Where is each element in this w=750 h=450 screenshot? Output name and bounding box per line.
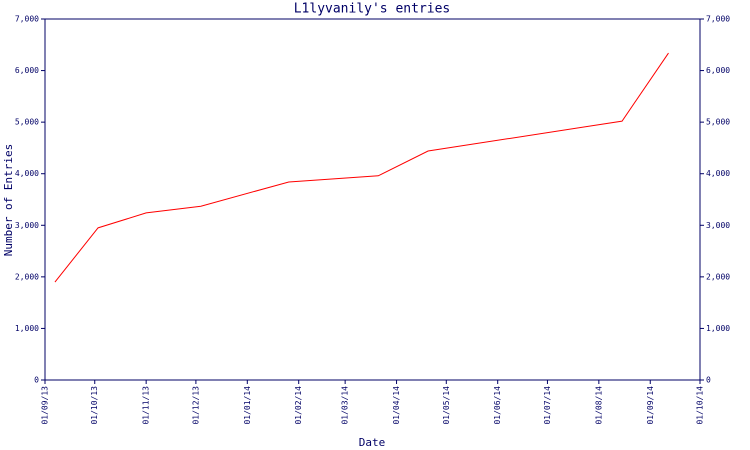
x-tick-label: 01/02/14 bbox=[294, 386, 303, 425]
x-tick-label: 01/05/14 bbox=[442, 386, 451, 425]
y-tick-label: 1,000 bbox=[15, 324, 39, 333]
x-tick-label: 01/12/13 bbox=[191, 386, 200, 425]
x-tick-label: 01/08/14 bbox=[594, 386, 603, 425]
x-tick-label: 01/04/14 bbox=[392, 386, 401, 425]
y-tick-label: 3,000 bbox=[15, 221, 39, 230]
y-tick-label: 5,000 bbox=[15, 118, 39, 127]
y2-tick-label: 3,000 bbox=[706, 221, 730, 230]
y-tick-label: 6,000 bbox=[15, 66, 39, 75]
y2-tick-label: 2,000 bbox=[706, 272, 730, 281]
y2-tick-label: 5,000 bbox=[706, 118, 730, 127]
y-tick-label: 2,000 bbox=[15, 272, 39, 281]
x-tick-label: 01/03/14 bbox=[341, 386, 350, 425]
plot-frame bbox=[44, 18, 701, 381]
x-tick-label: 01/06/14 bbox=[493, 386, 502, 425]
y-tick-label: 7,000 bbox=[15, 15, 39, 24]
y2-tick-label: 6,000 bbox=[706, 66, 730, 75]
x-tick-label: 01/10/14 bbox=[696, 386, 705, 425]
x-tick-label: 01/09/13 bbox=[41, 386, 50, 425]
x-tick-label: 01/01/14 bbox=[243, 386, 252, 425]
x-tick-label: 01/09/14 bbox=[646, 386, 655, 425]
y-tick-label: 0 bbox=[34, 376, 39, 385]
x-tick-label: 01/11/13 bbox=[142, 386, 151, 425]
data-line bbox=[54, 52, 669, 283]
y2-tick-label: 1,000 bbox=[706, 324, 730, 333]
x-axis-label: Date bbox=[359, 436, 386, 449]
y-tick-label: 4,000 bbox=[15, 169, 39, 178]
y2-tick-label: 7,000 bbox=[706, 15, 730, 24]
x-tick-label: 01/07/14 bbox=[543, 386, 552, 425]
y-axis-label: Number of Entries bbox=[2, 144, 15, 257]
y2-tick-label: 4,000 bbox=[706, 169, 730, 178]
x-tick-label: 01/10/13 bbox=[90, 386, 99, 425]
chart-title: L1lyvanily's entries bbox=[294, 2, 451, 17]
y2-tick-label: 0 bbox=[706, 376, 711, 385]
